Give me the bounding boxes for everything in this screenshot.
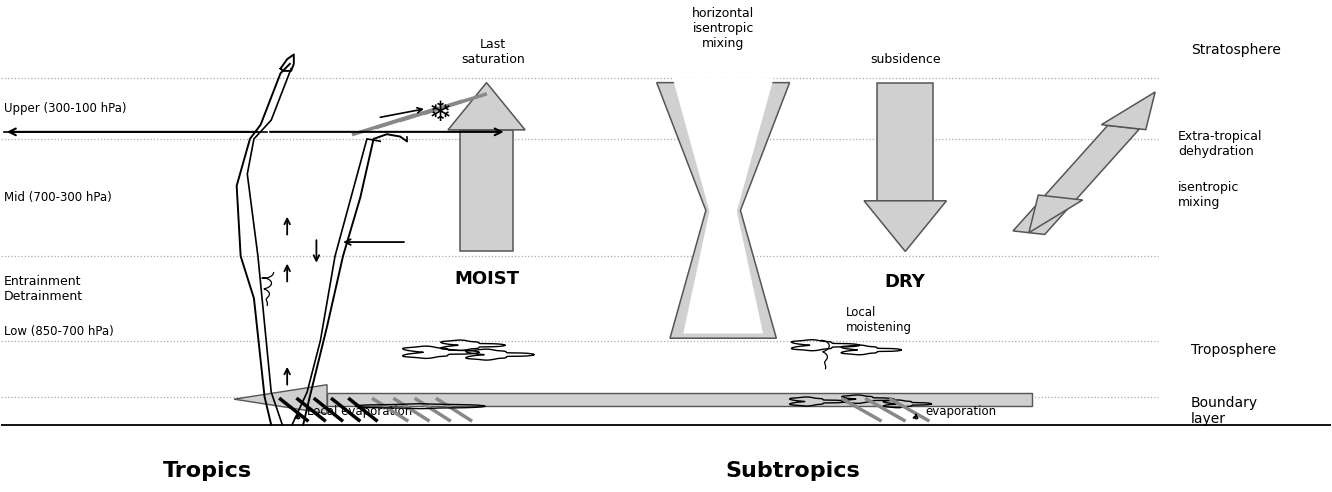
Text: Entrainment
Detrainment: Entrainment Detrainment	[4, 275, 83, 303]
Text: Mid (700-300 hPa): Mid (700-300 hPa)	[4, 191, 112, 204]
Polygon shape	[234, 385, 328, 414]
Text: Last
saturation: Last saturation	[461, 38, 525, 66]
Text: Subtropics: Subtropics	[725, 461, 859, 481]
Polygon shape	[1028, 195, 1083, 233]
Text: evaporation: evaporation	[926, 405, 996, 418]
Text: isentropic
mixing: isentropic mixing	[1177, 181, 1239, 209]
Polygon shape	[1102, 92, 1155, 130]
Polygon shape	[878, 83, 934, 201]
Text: Troposphere: Troposphere	[1191, 343, 1276, 357]
Polygon shape	[864, 201, 947, 251]
Text: DRY: DRY	[884, 273, 926, 291]
Text: Upper (300-100 hPa): Upper (300-100 hPa)	[4, 102, 127, 115]
Text: Low (850-700 hPa): Low (850-700 hPa)	[4, 325, 113, 338]
Text: Boundary
layer: Boundary layer	[1191, 396, 1259, 426]
Text: horizontal
isentropic
mixing: horizontal isentropic mixing	[693, 7, 754, 50]
Text: Extra-tropical
dehydration: Extra-tropical dehydration	[1177, 129, 1263, 157]
Text: Tropics: Tropics	[163, 461, 252, 481]
Polygon shape	[460, 130, 513, 251]
Polygon shape	[657, 83, 790, 338]
Polygon shape	[448, 83, 525, 130]
Polygon shape	[328, 393, 1031, 406]
Text: Local
moistening: Local moistening	[846, 306, 911, 334]
Polygon shape	[683, 203, 763, 334]
Polygon shape	[1014, 125, 1139, 235]
Text: Local evaporation: Local evaporation	[308, 405, 413, 418]
Text: ❄: ❄	[429, 99, 452, 127]
Polygon shape	[673, 78, 774, 217]
Text: Stratosphere: Stratosphere	[1191, 43, 1281, 57]
Text: subsidence: subsidence	[870, 53, 940, 66]
Text: MOIST: MOIST	[454, 270, 519, 288]
